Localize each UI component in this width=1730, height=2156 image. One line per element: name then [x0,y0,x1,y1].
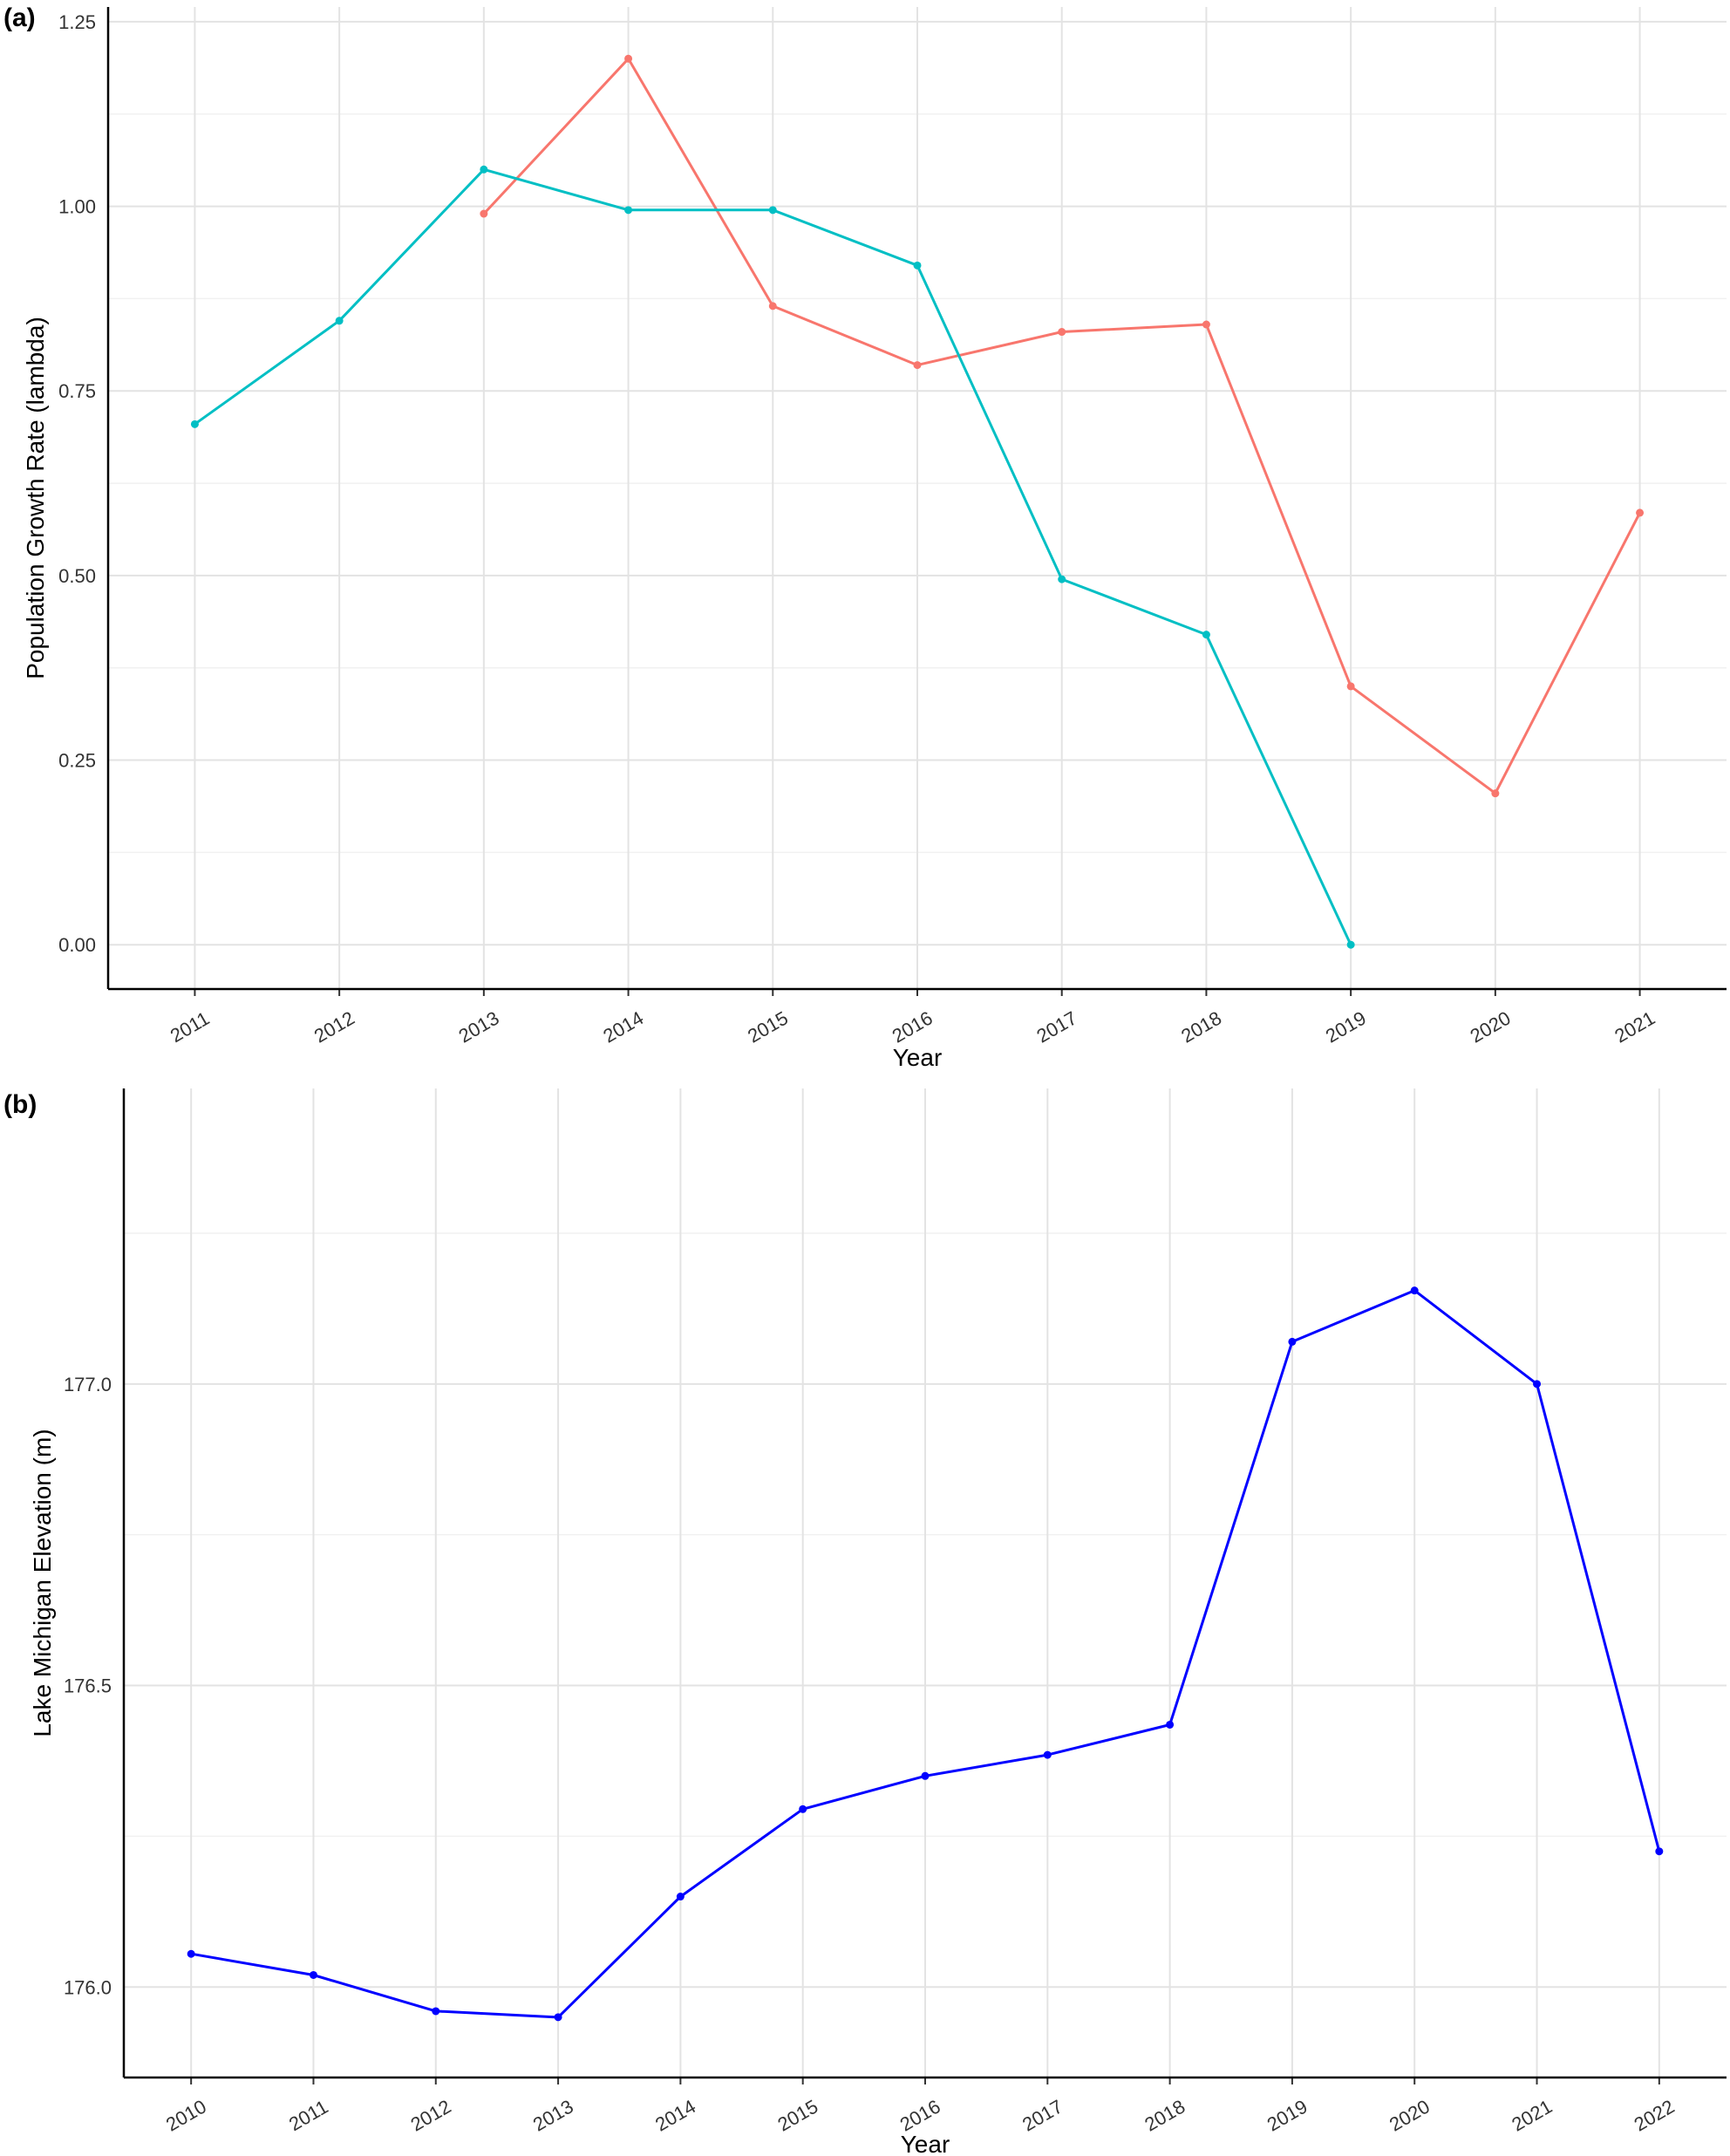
x-tick-label: 2012 [310,1006,358,1047]
data-point [1043,1750,1052,1759]
data-point [480,165,488,174]
x-tick-label: 2013 [529,2095,577,2135]
x-tick-label: 2019 [1322,1006,1370,1047]
data-point [554,2013,562,2022]
panel-a-label: (a) [3,3,36,32]
data-point [1346,682,1355,691]
data-point [624,54,633,63]
data-point [1288,1337,1297,1346]
data-point [624,206,633,215]
y-tick-label: 176.5 [64,1675,112,1697]
data-point [913,261,922,270]
x-tick-label: 2011 [167,1007,213,1047]
y-tick-label: 176.0 [64,1976,112,1998]
data-point [1346,940,1355,949]
x-tick-label: 2016 [889,1006,937,1047]
data-point [676,1893,685,1901]
y-tick-label: 1.00 [58,196,96,218]
panel-b-y-axis-title: Lake Michigan Elevation (m) [29,1429,56,1736]
data-point [1202,320,1210,329]
data-point [1410,1286,1419,1295]
data-point [1491,789,1500,798]
x-tick-label: 2015 [744,1006,792,1047]
data-point [913,361,922,370]
x-tick-label: 2011 [285,2096,331,2135]
data-point [768,206,777,215]
panel-a-x-axis-title: Year [893,1044,943,1071]
x-tick-label: 2016 [896,2095,944,2135]
data-point [480,209,488,218]
panel-b-label: (b) [3,1090,37,1119]
data-point [309,1970,317,1979]
data-point [768,302,777,310]
data-point [1058,328,1066,337]
x-tick-label: 2021 [1508,2095,1556,2135]
y-tick-label: 1.25 [58,11,96,33]
panel-b-gridlines [124,1088,1727,2078]
x-tick-label: 2017 [1018,2095,1066,2135]
data-point [190,420,199,428]
panel-a-series [190,54,1645,949]
y-tick-label: 0.25 [58,750,96,772]
panel-a-y-axis-title: Population Growth Rate (lambda) [22,317,49,679]
x-tick-label: 2010 [162,2095,210,2135]
x-tick-label: 2021 [1611,1006,1658,1047]
x-tick-label: 2013 [455,1006,503,1047]
y-tick-label: 0.75 [58,380,96,402]
y-tick-label: 177.0 [64,1374,112,1395]
panel-a-chart: (a) 0.000.250.500.751.001.25 2011 2012 201… [3,3,1727,1071]
x-tick-label: 2018 [1141,2095,1189,2135]
data-point [1166,1720,1175,1729]
data-point [1058,575,1066,583]
data-point [1655,1847,1664,1856]
panel-a-y-tick-labels: 0.00 0.25 0.50 0.75 1.00 1.25 [58,11,96,956]
panel-b-x-axis-title: Year [901,2131,950,2156]
x-tick-label: 2018 [1177,1006,1225,1047]
x-tick-label: 2015 [773,2095,821,2135]
data-point [1636,508,1645,517]
y-tick-label: 0.50 [58,565,96,587]
x-tick-label: 2017 [1033,1006,1081,1047]
x-tick-label: 2014 [651,2095,699,2135]
x-tick-label: 2022 [1631,2095,1679,2135]
panel-b-chart: (b) 176.0 176.5 177.0 2010 2011 2012 2013 2014… [3,1088,1727,2156]
panel-b-x-tick-labels: 2010 2011 2012 2013 2014 2015 2016 2017 2018 2019… [162,2078,1679,2136]
y-tick-label: 0.00 [58,934,96,956]
panel-b-series [187,1286,1664,2022]
panel-a-x-tick-labels: 2011 2012 2013 2014 2015 2016 2017 2018 2019 2020… [167,989,1658,1047]
data-point [921,1771,930,1780]
data-point [335,317,344,325]
x-tick-label: 2020 [1467,1006,1515,1047]
x-tick-label: 2020 [1386,2095,1434,2135]
x-tick-label: 2012 [407,2095,455,2135]
data-point [799,1805,807,1813]
x-tick-label: 2019 [1263,2095,1311,2135]
panel-b-y-tick-labels: 176.0 176.5 177.0 [64,1374,112,1998]
data-point [187,1949,195,1958]
data-point [1533,1380,1542,1388]
panel-a-gridlines [108,7,1727,989]
data-point [1202,631,1210,639]
data-point [432,2007,440,2016]
x-tick-label: 2014 [599,1006,647,1047]
